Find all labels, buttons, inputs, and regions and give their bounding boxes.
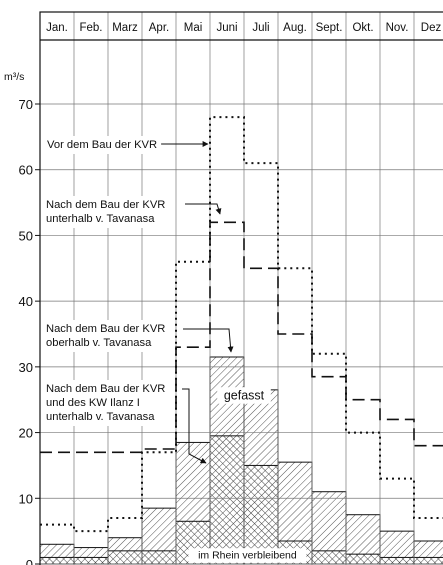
annotation-arrow-2	[183, 328, 234, 353]
area-bar-3-3	[141, 550, 177, 565]
series-line-0	[40, 116, 443, 533]
annotation-bg-2	[43, 320, 169, 352]
y-tick-label-5: 50	[19, 228, 33, 243]
area-bar-3-5	[209, 435, 245, 565]
month-label-0: Jan.	[46, 22, 68, 34]
area-label-0: gefasst	[224, 389, 265, 403]
month-label-6: Juli	[252, 22, 269, 34]
month-label-8: Sept.	[316, 22, 343, 34]
month-label-4: Mai	[184, 22, 203, 34]
area-bar-3-9	[345, 553, 381, 565]
series-line-1	[40, 221, 443, 454]
month-label-11: Dez	[421, 22, 442, 34]
y-tick-label-1: 10	[19, 491, 33, 506]
y-tick-label-3: 30	[19, 360, 33, 375]
annotation-label-0: Vor dem Bau der KVR	[47, 139, 157, 151]
y-tick-label-2: 20	[19, 426, 33, 441]
annotation-label-2: Nach dem Bau der KVR oberhalb v. Tavanasa	[46, 323, 165, 349]
area-label-1: im Rhein verbleibend	[198, 550, 297, 562]
annotation-label-1: Nach dem Bau der KVR unterhalb v. Tavanas…	[46, 199, 165, 225]
area-label-bg-0	[217, 387, 271, 404]
y-unit-label: m³/s	[4, 71, 24, 83]
month-label-2: Marz	[112, 22, 138, 34]
month-label-1: Feb.	[79, 22, 102, 34]
chart-frame	[39, 11, 443, 565]
series-lines	[40, 116, 443, 533]
annotation-bg-1	[43, 196, 175, 228]
month-header: Jan. Feb. Marz Apr. Mai Juni Juli Aug. Sept. Okt.…	[46, 22, 441, 34]
month-label-5: Juni	[216, 22, 237, 34]
annotation-bg-3	[43, 380, 175, 426]
plot-border	[39, 11, 443, 565]
month-label-3: Apr.	[149, 22, 169, 34]
area-layer	[39, 356, 443, 565]
area-bar-3-1	[73, 556, 109, 565]
annotation-arrow-1	[185, 203, 222, 215]
area-bar-3-10	[379, 556, 415, 565]
area-bar-3-11	[413, 556, 443, 565]
grid-lines	[40, 12, 443, 565]
month-label-9: Okt.	[352, 22, 373, 34]
area-label-bg-1	[188, 548, 307, 563]
annotation-bg-0	[44, 136, 165, 154]
y-tick-label-7: 70	[19, 97, 33, 112]
annotations: Vor dem Bau der KVR Nach dem Bau der KVR u…	[43, 136, 307, 563]
area-bar-3-2	[107, 550, 143, 565]
y-tick-label-0: 0	[26, 557, 33, 565]
y-tick-label-6: 60	[19, 163, 33, 178]
annotation-arrow-3	[182, 388, 207, 464]
y-axis: m³/s 0 10 20 30 40 50 60 70	[4, 71, 40, 565]
y-tick-label-4: 40	[19, 294, 33, 309]
area-bar-3-8	[311, 550, 347, 565]
month-label-7: Aug.	[283, 22, 307, 34]
area-bar-3-0	[39, 556, 75, 565]
month-label-10: Nov.	[386, 22, 409, 34]
